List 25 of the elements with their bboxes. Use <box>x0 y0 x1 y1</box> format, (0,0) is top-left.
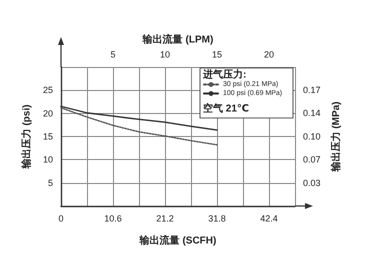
legend-title: 进气压力: <box>202 68 246 80</box>
y-tick-label: 25 <box>42 85 53 96</box>
y2-axis-title: 输出压力 (MPa) <box>330 102 342 172</box>
y2-tick-label: 0.14 <box>303 108 321 118</box>
y-axis-title: 输出压力 (psi) <box>20 104 33 170</box>
x-tick-label: 31.8 <box>208 214 226 224</box>
y-tick-label: 15 <box>42 132 53 142</box>
x2-tick-label: 5 <box>110 50 116 60</box>
annotation: 空气 21℃ <box>203 102 250 114</box>
x-axis-title: 输出流量 (SCFH) <box>138 234 216 246</box>
x-tick-label: 10.6 <box>104 214 122 224</box>
x-tick-label: 21.2 <box>156 214 174 224</box>
y-tick-label: 10 <box>42 154 53 165</box>
x-tick-label: 0 <box>58 214 64 224</box>
x2-tick-label: 10 <box>160 50 170 60</box>
x2-tick-label: 15 <box>212 50 222 60</box>
y2-tick-label: 0.07 <box>303 154 321 165</box>
y2-tick-label: 0.17 <box>303 85 321 96</box>
y2-tick-label: 0.03 <box>303 178 321 188</box>
x2-tick-label: 20 <box>264 50 274 60</box>
x2-axis-title: 输出流量 (LPM) <box>142 34 214 46</box>
y2-tick-label: 0.10 <box>303 131 321 142</box>
y-tick-label: 20 <box>42 108 53 118</box>
y-tick-label: 5 <box>48 178 53 188</box>
x-tick-label: 42.4 <box>260 214 278 224</box>
